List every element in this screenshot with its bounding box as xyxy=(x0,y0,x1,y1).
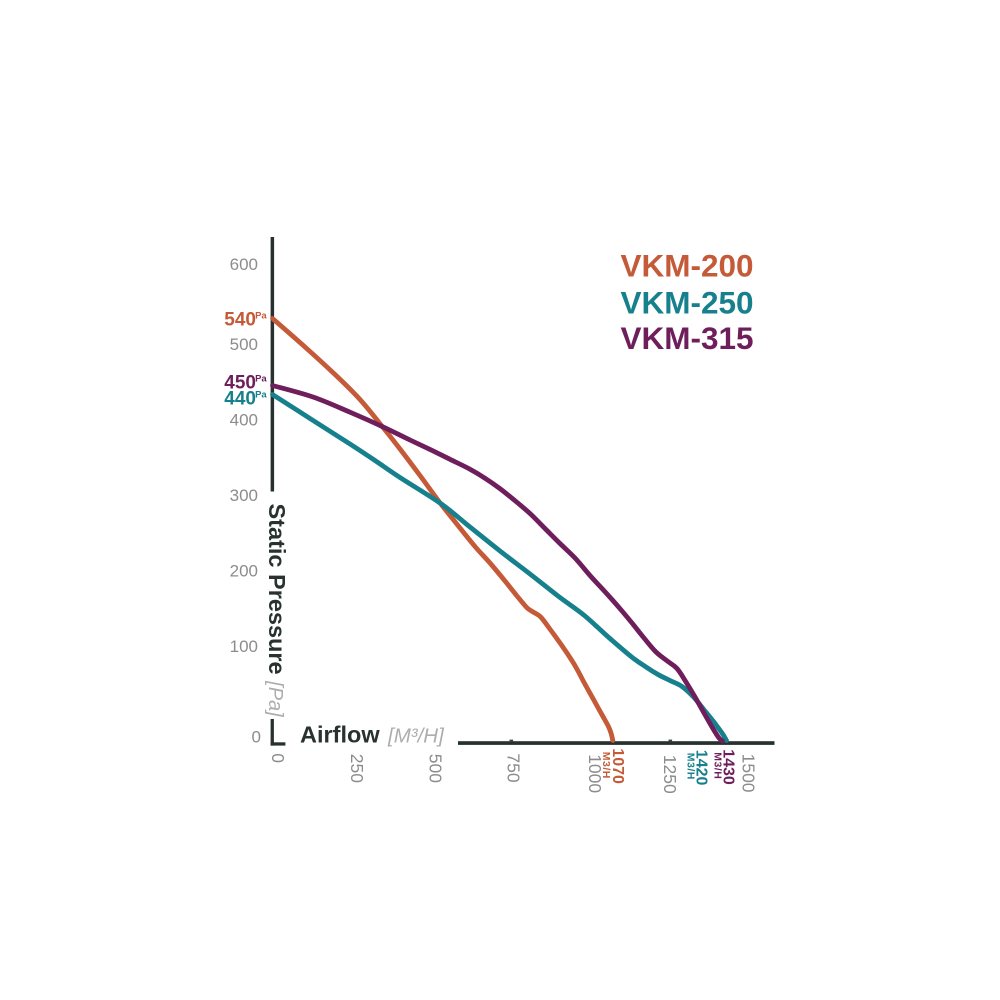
svg-text:500: 500 xyxy=(230,335,258,354)
svg-text:VKM-315: VKM-315 xyxy=(621,320,754,356)
svg-text:M3/H: M3/H xyxy=(712,752,724,779)
svg-text:M3/H: M3/H xyxy=(685,753,697,780)
svg-text:1070: 1070 xyxy=(609,748,626,784)
svg-text:[M³/H]: [M³/H] xyxy=(387,724,445,747)
svg-text:600: 600 xyxy=(230,255,258,274)
svg-text:0: 0 xyxy=(252,727,261,746)
svg-text:1000: 1000 xyxy=(585,754,605,793)
svg-text:Static Pressure [Pa]: Static Pressure [Pa] xyxy=(264,504,290,718)
svg-text:1500: 1500 xyxy=(739,754,759,793)
svg-text:450: 450 xyxy=(224,372,256,393)
svg-text:Pa: Pa xyxy=(255,390,267,401)
svg-text:540: 540 xyxy=(224,309,256,330)
svg-text:VKM-200: VKM-200 xyxy=(621,247,754,283)
svg-text:200: 200 xyxy=(230,561,258,580)
svg-text:1430: 1430 xyxy=(719,749,736,785)
svg-text:Pa: Pa xyxy=(255,310,267,321)
svg-text:0: 0 xyxy=(268,753,288,763)
svg-text:440: 440 xyxy=(224,389,256,410)
svg-text:100: 100 xyxy=(230,637,258,656)
svg-text:250: 250 xyxy=(347,754,367,783)
svg-text:500: 500 xyxy=(425,754,445,783)
svg-text:M3/H: M3/H xyxy=(600,752,612,779)
svg-text:Pa: Pa xyxy=(255,373,267,384)
svg-text:Airflow: Airflow xyxy=(300,721,380,747)
svg-text:VKM-250: VKM-250 xyxy=(621,284,754,320)
svg-text:300: 300 xyxy=(230,486,258,505)
svg-text:750: 750 xyxy=(503,753,523,782)
svg-text:400: 400 xyxy=(230,411,258,430)
svg-text:1250: 1250 xyxy=(660,755,680,794)
svg-text:1420: 1420 xyxy=(692,750,709,786)
